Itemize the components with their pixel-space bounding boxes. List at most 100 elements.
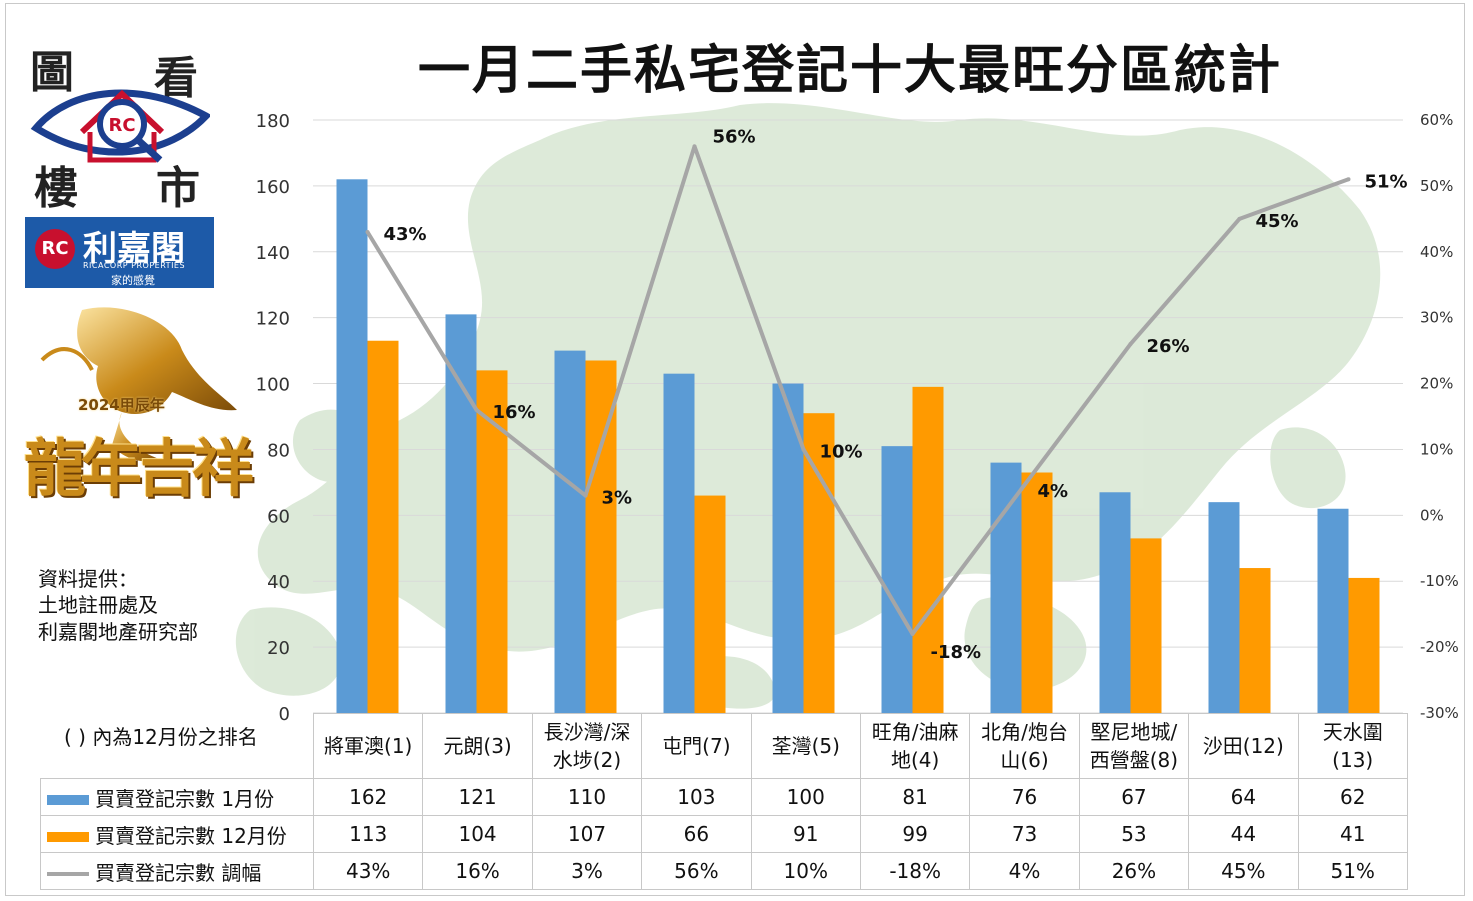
series-change-line bbox=[365, 144, 1351, 636]
bar-jan bbox=[990, 462, 1022, 713]
series-dec-bars bbox=[367, 340, 1380, 713]
left-tick-label: 120 bbox=[256, 309, 290, 330]
dec-series-name: 買賣登記宗數 12月份 bbox=[95, 823, 287, 848]
series-jan-bars bbox=[336, 179, 1349, 714]
change-point bbox=[1346, 177, 1351, 182]
change-row: 買賣登記宗數 調幅 43% 16% 3% 56% 10% -18% 4% 26% 45% 51% bbox=[40, 852, 1408, 890]
right-tick-label: 10% bbox=[1420, 440, 1453, 458]
jan-value-cell: 162 bbox=[312, 778, 424, 816]
right-tick-label: 60% bbox=[1420, 111, 1453, 129]
jan-value-cell: 121 bbox=[422, 778, 533, 816]
right-tick-label: 40% bbox=[1420, 243, 1453, 261]
logo-char-4: 市 bbox=[156, 163, 200, 214]
category-label: 屯門(7) bbox=[641, 713, 752, 779]
bar-dec bbox=[912, 386, 944, 713]
jan-value-cell: 67 bbox=[1078, 778, 1190, 816]
right-tick-label: -30% bbox=[1420, 704, 1459, 722]
bar-jan bbox=[881, 446, 913, 713]
dragon-slogan: 龍年吉祥 bbox=[24, 432, 254, 505]
change-legend-key bbox=[47, 872, 89, 876]
category-label: 北角/炮台 山(6) bbox=[969, 713, 1080, 779]
jan-row-header: 買賣登記宗數 1月份 bbox=[40, 778, 314, 816]
dec-value-cell: 66 bbox=[641, 815, 752, 853]
bar-jan bbox=[554, 350, 586, 713]
data-table: 將軍澳(1) 元朗(3) 長沙灣/深 水埗(2) 屯門(7) 荃灣(5) 旺角/油麻 地(4)… bbox=[40, 713, 1408, 890]
dec-row-header: 買賣登記宗數 12月份 bbox=[40, 815, 314, 853]
change-data-label: 26% bbox=[1147, 336, 1190, 357]
table-corner bbox=[41, 714, 314, 779]
change-point bbox=[1019, 486, 1024, 491]
change-point bbox=[910, 631, 915, 636]
category-label: 長沙灣/深 水埗(2) bbox=[531, 713, 643, 779]
change-value-cell: 51% bbox=[1297, 852, 1408, 890]
source-line-1: 土地註冊處及 bbox=[38, 593, 158, 617]
left-tick-label: 60 bbox=[267, 506, 290, 527]
jan-value-cell: 100 bbox=[750, 778, 861, 816]
jan-series-name: 買賣登記宗數 1月份 bbox=[95, 786, 275, 811]
change-value-cell: 43% bbox=[312, 852, 424, 890]
change-data-label: 43% bbox=[384, 224, 427, 245]
bar-jan bbox=[445, 314, 477, 713]
bar-dec bbox=[476, 370, 508, 713]
dec-value-cell: 41 bbox=[1297, 815, 1408, 853]
category-row: 將軍澳(1) 元朗(3) 長沙灣/深 水埗(2) 屯門(7) 荃灣(5) 旺角/油麻 地(4)… bbox=[41, 713, 1408, 779]
change-point bbox=[583, 493, 588, 498]
left-tick-label: 40 bbox=[267, 572, 290, 593]
jan-legend-key bbox=[47, 795, 89, 805]
bar-dec bbox=[1348, 577, 1380, 713]
change-series-name: 買賣登記宗數 調幅 bbox=[95, 860, 262, 885]
rank-note: ( ) 內為12月份之排名 bbox=[64, 725, 258, 749]
change-point bbox=[474, 407, 479, 412]
category-label: 將軍澳(1) bbox=[312, 713, 424, 779]
jan-value-cell: 103 bbox=[641, 778, 752, 816]
dec-value-cell: 44 bbox=[1188, 815, 1299, 853]
eye-icon: RC bbox=[30, 89, 210, 163]
change-value-cell: 16% bbox=[422, 852, 533, 890]
dec-value-cell: 91 bbox=[750, 815, 861, 853]
change-point bbox=[692, 144, 697, 149]
brand-english-name: RICACORP PROPERTIES bbox=[83, 261, 186, 270]
dec-value-cell: 113 bbox=[312, 815, 424, 853]
dec-value-cell: 53 bbox=[1078, 815, 1190, 853]
logo-char-1: 圖 bbox=[30, 47, 74, 98]
change-value-cell: 45% bbox=[1188, 852, 1299, 890]
left-tick-label: 20 bbox=[267, 638, 290, 659]
left-tick-label: 180 bbox=[256, 111, 290, 132]
change-point bbox=[801, 447, 806, 452]
change-data-label: 10% bbox=[820, 441, 863, 462]
change-line bbox=[365, 144, 1350, 636]
category-label: 堅尼地城/西營盤(8) bbox=[1078, 713, 1190, 779]
category-label: 旺角/油麻 地(4) bbox=[859, 713, 971, 779]
left-tick-label: 140 bbox=[256, 243, 290, 264]
dragon-year-text: 2024甲辰年 bbox=[78, 396, 165, 414]
bar-dec bbox=[367, 340, 399, 713]
category-label: 天水圍 (13) bbox=[1297, 713, 1408, 779]
left-tick-label: 80 bbox=[267, 440, 290, 461]
brand-mark: RC bbox=[35, 229, 75, 269]
brand-slogan: 家的感覺 bbox=[111, 274, 155, 287]
category-label: 荃灣(5) bbox=[750, 713, 861, 779]
dec-value-cell: 107 bbox=[531, 815, 643, 853]
dec-value-cell: 104 bbox=[422, 815, 533, 853]
right-tick-label: 50% bbox=[1420, 177, 1453, 195]
bar-jan bbox=[1099, 492, 1131, 713]
logo-mark: RC bbox=[108, 115, 135, 136]
dec-value-cell: 99 bbox=[859, 815, 971, 853]
right-tick-label: -10% bbox=[1420, 572, 1459, 590]
change-data-label: -18% bbox=[931, 642, 982, 663]
category-label: 沙田(12) bbox=[1188, 713, 1299, 779]
left-axis-ticks: 0 20 40 60 80 100 120 140 160 180 bbox=[256, 111, 290, 725]
right-axis-ticks: -30% -20% -10% 0% 10% 20% 30% 40% 50% 60% bbox=[1420, 111, 1459, 722]
change-value-cell: 26% bbox=[1078, 852, 1190, 890]
logo-char-3: 樓 bbox=[34, 163, 78, 214]
dragon-icon bbox=[40, 307, 237, 462]
change-value-cell: 4% bbox=[969, 852, 1080, 890]
left-tick-label: 100 bbox=[256, 375, 290, 396]
bar-jan bbox=[663, 373, 695, 713]
change-value-cell: 10% bbox=[750, 852, 861, 890]
jan-value-cell: 81 bbox=[859, 778, 971, 816]
bar-dec bbox=[1021, 472, 1053, 713]
dec-value-cell: 73 bbox=[969, 815, 1080, 853]
change-data-label: 4% bbox=[1038, 481, 1069, 502]
